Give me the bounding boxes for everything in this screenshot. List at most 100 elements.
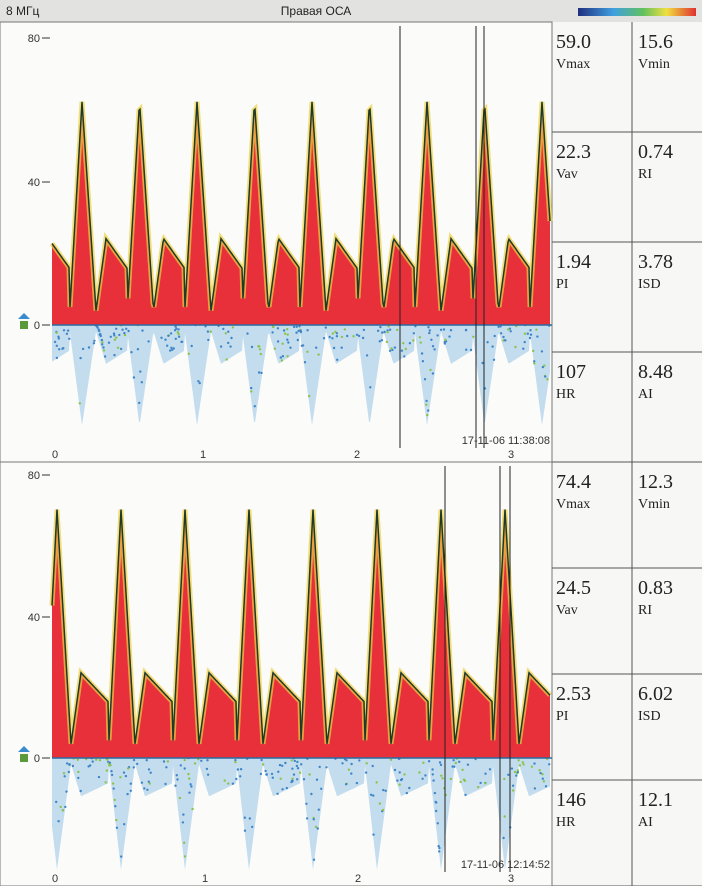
flow-speckle <box>371 764 374 768</box>
flow-speckle <box>365 354 369 357</box>
flow-speckle <box>61 809 65 812</box>
flow-speckle <box>187 352 190 355</box>
flow-speckle <box>265 773 268 776</box>
flow-speckle <box>533 360 536 363</box>
flow-speckle <box>123 823 126 826</box>
flow-speckle <box>418 336 422 339</box>
flow-speckle <box>388 328 392 331</box>
flow-speckle <box>78 402 82 405</box>
flow-speckle <box>132 758 136 762</box>
flow-speckle <box>298 771 302 774</box>
flow-speckle <box>108 761 112 764</box>
flow-speckle <box>276 792 279 795</box>
flow-speckle <box>449 329 453 332</box>
flow-speckle <box>160 336 163 339</box>
flow-speckle <box>174 325 177 328</box>
flow-speckle <box>115 818 118 822</box>
flow-speckle <box>502 836 505 840</box>
flow-speckle <box>546 378 549 381</box>
param-label: Vmin <box>638 57 670 72</box>
title: Правая ОСА <box>281 4 351 18</box>
flow-speckle <box>253 405 256 408</box>
x-tick-label: 0 <box>52 449 58 461</box>
flow-speckle <box>188 791 191 794</box>
y-tick-label: 40 <box>28 612 40 624</box>
flow-speckle <box>179 764 182 767</box>
flow-speckle <box>464 329 468 332</box>
flow-speckle <box>180 340 184 343</box>
flow-speckle <box>231 782 235 785</box>
flow-speckle <box>139 370 142 373</box>
flow-speckle <box>279 356 282 359</box>
flow-speckle <box>147 768 151 771</box>
flow-speckle <box>243 829 247 832</box>
flow-speckle <box>362 328 366 332</box>
flow-speckle <box>440 774 443 777</box>
flow-speckle <box>431 345 435 348</box>
flow-speckle <box>381 331 384 334</box>
flow-speckle <box>146 788 149 791</box>
flow-speckle <box>132 376 136 379</box>
flow-speckle <box>421 777 424 780</box>
flow-speckle <box>503 777 506 781</box>
param-value: 6.02 <box>638 683 673 705</box>
flow-speckle <box>521 761 524 764</box>
flow-speckle <box>301 344 305 347</box>
param-label: AI <box>638 387 653 402</box>
flow-speckle <box>141 329 144 332</box>
flow-speckle <box>57 820 60 823</box>
param-value: 24.5 <box>556 577 591 599</box>
flow-speckle <box>295 325 298 328</box>
flow-speckle <box>408 786 411 790</box>
flow-speckle <box>315 778 319 781</box>
flow-speckle <box>172 347 175 350</box>
flow-speckle <box>183 841 186 844</box>
flow-speckle <box>289 346 292 349</box>
flow-speckle <box>517 759 520 762</box>
flow-speckle <box>122 771 126 774</box>
flow-speckle <box>281 764 284 767</box>
flow-speckle <box>459 780 462 784</box>
flow-speckle <box>350 772 353 775</box>
flow-speckle <box>300 763 303 766</box>
flow-speckle <box>113 338 117 341</box>
param-value: 22.3 <box>556 141 591 163</box>
flow-speckle <box>126 792 129 796</box>
flow-speckle <box>243 816 246 819</box>
flow-speckle <box>522 763 525 766</box>
flow-speckle <box>271 331 274 334</box>
flow-speckle <box>322 337 326 340</box>
flow-speckle <box>315 346 318 349</box>
x-tick-label: 2 <box>354 449 360 461</box>
flow-speckle <box>190 785 193 788</box>
flow-speckle <box>281 342 284 345</box>
flow-speckle <box>103 355 107 358</box>
flow-speckle <box>343 328 346 331</box>
flow-speckle <box>279 777 282 780</box>
flow-speckle <box>223 779 226 782</box>
flow-speckle <box>341 762 344 765</box>
flow-speckle <box>386 330 389 334</box>
flow-speckle <box>477 785 480 789</box>
flow-speckle <box>390 347 393 350</box>
flow-speckle <box>105 769 109 772</box>
flow-speckle <box>464 793 467 797</box>
flow-speckle <box>296 338 299 342</box>
flow-speckle <box>169 349 172 352</box>
flow-speckle <box>317 808 320 811</box>
flow-speckle <box>431 768 434 771</box>
flow-speckle <box>271 776 274 779</box>
flow-speckle <box>428 331 431 335</box>
flow-speckle <box>462 778 466 781</box>
flow-speckle <box>539 771 542 775</box>
flow-speckle <box>77 770 80 774</box>
flow-speckle <box>379 325 382 329</box>
flow-speckle <box>441 777 444 780</box>
flow-speckle <box>542 780 546 783</box>
param-value: 146 <box>556 789 586 811</box>
flow-speckle <box>364 771 368 774</box>
flow-speckle <box>355 333 359 336</box>
flow-speckle <box>138 401 141 405</box>
flow-speckle <box>433 791 437 795</box>
